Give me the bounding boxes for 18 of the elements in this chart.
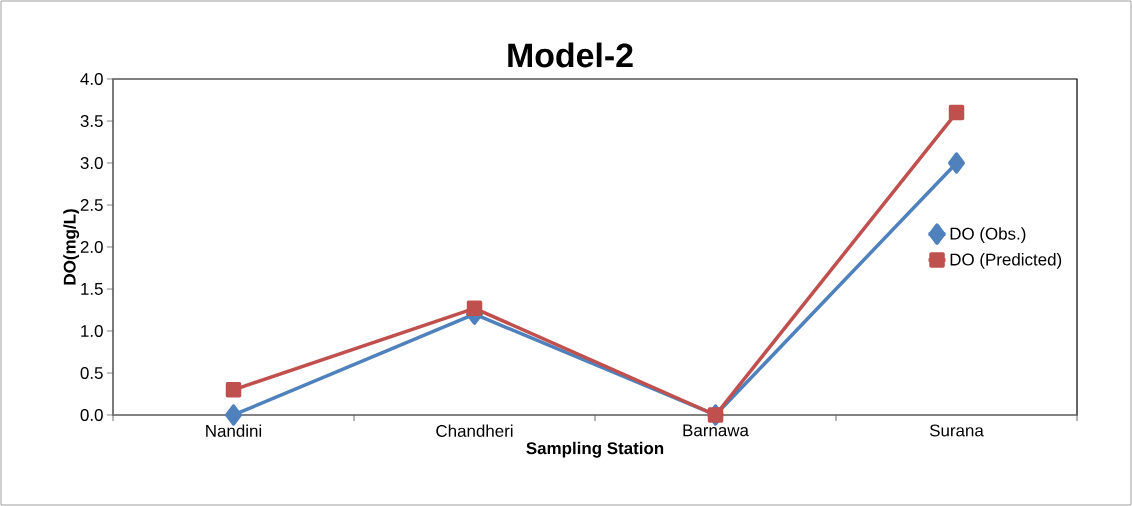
y-tick-label: 3.5 — [80, 114, 103, 127]
y-tick-label: 0.0 — [80, 408, 103, 421]
y-axis-title: DO(mg/L) — [63, 209, 80, 285]
legend-label: DO (Obs.) — [950, 227, 1026, 243]
y-tick-label: 4.0 — [80, 72, 103, 85]
y-tick-label: 2.5 — [80, 198, 103, 211]
chart-title: Model-2 — [508, 42, 633, 68]
x-tick-label: Nandini — [206, 424, 262, 437]
y-tick-label: 2.0 — [80, 240, 103, 253]
y-tick-label: 0.5 — [80, 366, 103, 379]
x-tick-label: Barnawa — [683, 424, 749, 437]
legend-label: DO (Predicted) — [950, 253, 1062, 269]
x-tick-label: Chandheri — [436, 424, 513, 437]
x-axis-title: Sampling Station — [526, 441, 664, 458]
x-tick-label: Surana — [929, 424, 984, 437]
y-tick-label: 1.5 — [81, 283, 103, 295]
y-tick-label: 3.0 — [80, 156, 103, 169]
y-tick-label: 1.0 — [81, 324, 103, 337]
